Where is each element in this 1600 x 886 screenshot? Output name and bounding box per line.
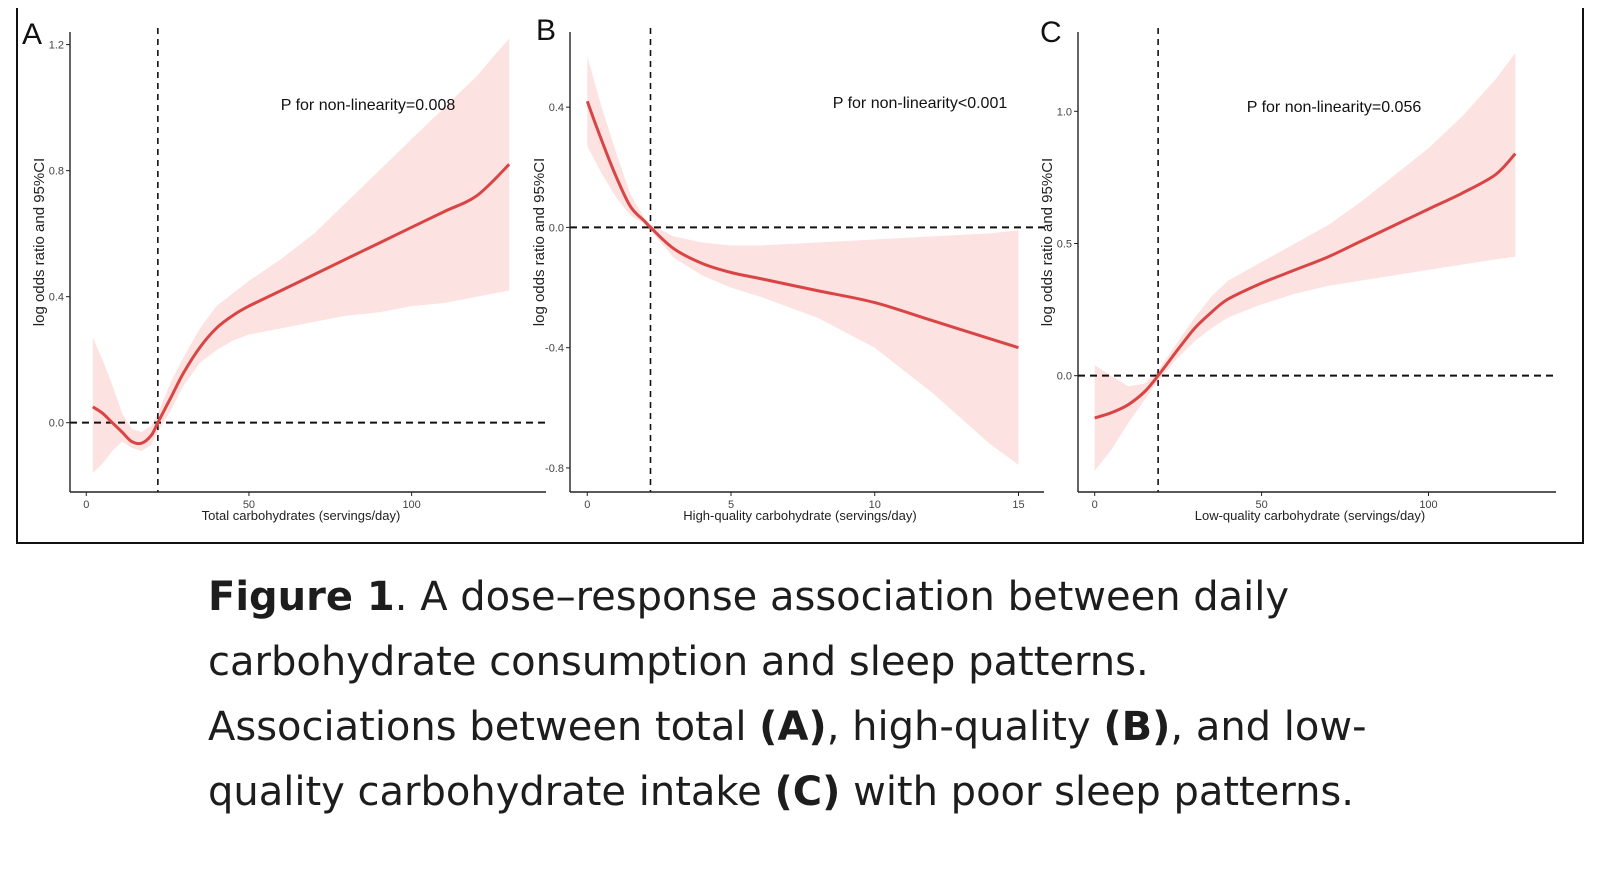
series-line-A [91,163,511,446]
x-tick-label-C: 100 [1419,499,1437,511]
panel-letter-C: C [1040,16,1062,49]
caption-text-2: , high-quality [826,704,1104,750]
x-tick-label-A: 100 [402,499,420,511]
caption-text-3: , and low-quality carbohydrate intake [208,704,1367,815]
p-value-annotation-A: P for non-linearity=0.008 [281,97,456,114]
y-tick-label-C: 1.0 [1057,106,1072,118]
y-tick-label-A: 0.4 [49,292,64,304]
x-tick-label-B: 15 [1012,499,1024,511]
y-axis-label-B: log odds ratio and 95%CI [531,158,548,326]
panel-letter-A: A [22,18,42,51]
y-tick-label-C: 0.5 [1057,238,1072,250]
ci-band-B [587,56,1019,465]
y-tick-label-A: 0.0 [49,418,64,430]
caption-text-4: with poor sleep patterns. [840,769,1354,815]
y-tick-label-A: 0.8 [49,166,64,178]
ci-band-A [92,38,510,474]
x-tick-label-B: 5 [728,499,734,511]
series-line-C [1094,152,1517,420]
x-tick-label-B: 0 [584,499,590,511]
y-tick-label-C: 0.0 [1057,371,1072,383]
x-axis-label-A: Total carbohydrates (servings/day) [202,508,401,523]
y-tick-label-A: 1.2 [49,40,64,52]
y-tick-label-B: 0.4 [549,102,564,114]
series-line-B [585,100,1019,350]
y-tick-label-B: -0.4 [545,343,564,355]
x-axis-label-B: High-quality carbohydrate (servings/day) [683,508,916,523]
ci-band-C [1094,53,1516,471]
p-value-annotation-B: P for non-linearity<0.001 [833,95,1008,112]
x-tick-label-C: 50 [1255,499,1267,511]
figure-label: Figure 1 [208,574,395,620]
caption-ref-b: (B) [1103,704,1171,750]
x-tick-label-B: 10 [869,499,881,511]
y-tick-label-B: -0.8 [545,463,564,475]
p-value-annotation-C: P for non-linearity=0.056 [1247,99,1422,116]
y-tick-label-B: 0.0 [549,222,564,234]
x-tick-label-A: 0 [83,499,89,511]
y-axis-label-C: log odds ratio and 95%CI [1039,158,1056,326]
x-axis-label-C: Low-quality carbohydrate (servings/day) [1195,508,1426,523]
y-axis-label-A: log odds ratio and 95%CI [31,158,48,326]
panel-letter-B: B [536,14,556,47]
caption-text-1: . A dose–response association between da… [208,574,1290,750]
x-tick-label-C: 0 [1092,499,1098,511]
caption-ref-a: (A) [759,704,827,750]
figure-caption: Figure 1. A dose–response association be… [208,565,1408,825]
panel-B: -0.8 -0.4 0.0 0.4 0 5 10 15 High-quality carbohy… [531,14,1044,523]
caption-ref-c: (C) [774,769,841,815]
x-tick-label-A: 50 [243,499,255,511]
figure-panel: 0.0 0.4 0.8 1.2 0 50 100 Total carbohydrates (s… [16,8,1584,544]
